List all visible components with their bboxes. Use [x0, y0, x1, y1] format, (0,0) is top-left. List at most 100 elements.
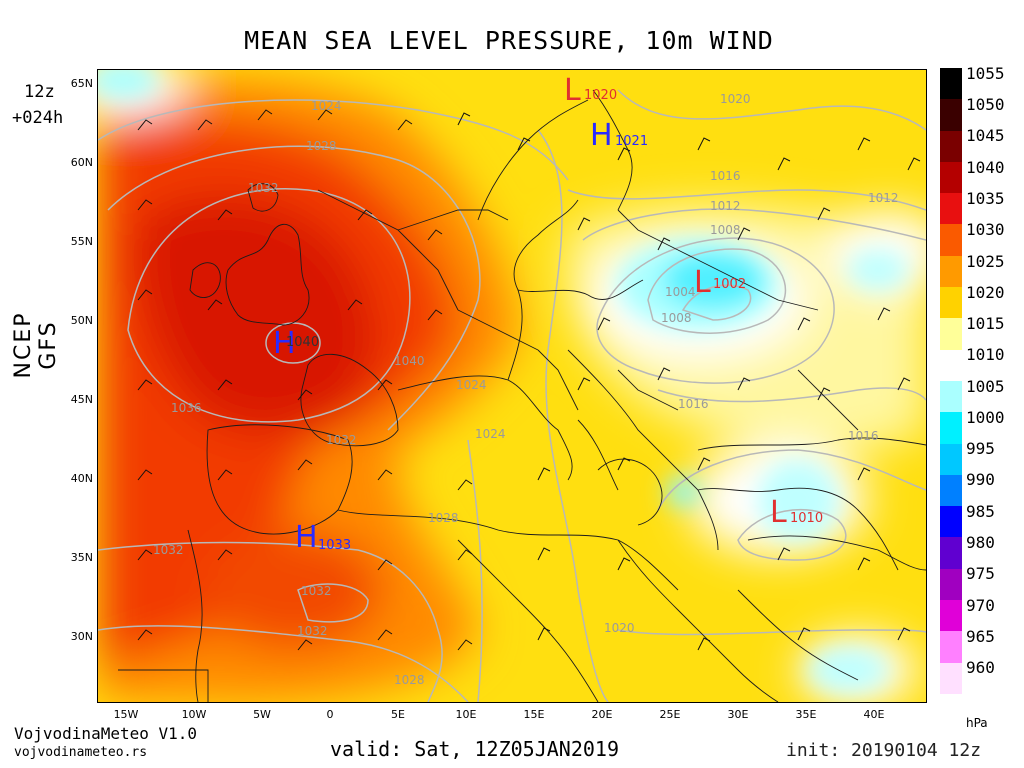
isobar-label: 1024 [456, 378, 487, 392]
colorbar-label: 965 [966, 627, 995, 646]
colorbar-label: 1010 [966, 345, 1005, 364]
lat-label: 40N [70, 472, 93, 485]
colorbar-swatch [940, 380, 962, 413]
valid-time: valid: Sat, 12Z05JAN2019 [330, 737, 619, 761]
lon-label: 20E [591, 708, 613, 721]
high-letter: H [273, 326, 296, 361]
isobar-label: 1032 [153, 543, 184, 557]
colorbar-swatch [940, 318, 962, 350]
isobar-label: 1032 [297, 624, 328, 638]
init-time: init: 20190104 12z [786, 740, 982, 761]
lon-label: 5W [253, 708, 271, 721]
lon-label: 25E [659, 708, 681, 721]
high-center: H 1040 [273, 326, 319, 361]
low-letter: L [770, 495, 787, 530]
high-value: 1040 [286, 335, 319, 350]
colorbar-label: 1050 [966, 95, 1005, 114]
isobar-label: 1028 [394, 673, 425, 687]
colorbar-label: 960 [966, 658, 995, 677]
isobar-label: 1032 [326, 433, 357, 447]
pressure-centers: H 1040 H 1033 H 1021 L 1020 L 1002 L 101… [273, 73, 823, 555]
isobar-label: 1036 [171, 401, 202, 415]
colorbar-swatch [940, 568, 962, 601]
low-letter: L [564, 73, 581, 108]
isobar-labels: 1024 1028 1032 1040 1036 1032 1032 1032 … [153, 92, 899, 687]
isobar-label: 1016 [848, 429, 879, 443]
colorbar-swatch [940, 631, 962, 663]
colorbar-swatch [940, 474, 962, 507]
lat-label: 30N [70, 630, 93, 643]
colorbar-swatch [940, 99, 962, 131]
colorbar-swatch [940, 287, 962, 319]
colorbar-swatch [940, 193, 962, 225]
colorbar-label: 1040 [966, 158, 1005, 177]
isobar-label: 1016 [678, 397, 709, 411]
colorbar-swatch [940, 255, 962, 288]
lon-label: 10E [455, 708, 477, 721]
map-title: MEAN SEA LEVEL PRESSURE, 10m WIND [244, 26, 774, 55]
unit-label: hPa [966, 716, 988, 730]
low-value: 1002 [713, 277, 746, 292]
colorbar-swatch [940, 600, 962, 632]
colorbar-label: 990 [966, 470, 995, 489]
isobar-label: 1004 [665, 285, 696, 299]
isobar-label: 1008 [661, 311, 692, 325]
colorbar-label: 985 [966, 502, 995, 521]
isobar-label: 1024 [475, 427, 506, 441]
pressure-map[interactable]: 1024 1028 1032 1040 1036 1032 1032 1032 … [97, 69, 927, 703]
lon-label: 35E [795, 708, 817, 721]
colorbar-label: 980 [966, 533, 995, 552]
lat-label: 35N [70, 551, 93, 564]
low-center: L 1010 [770, 495, 823, 530]
colorbar-label: 1035 [966, 189, 1005, 208]
run-hour-label: 12z [24, 82, 55, 102]
lon-label: 0 [326, 708, 334, 721]
colorbar-swatch [940, 68, 962, 100]
wind-barbs [137, 109, 921, 651]
lat-label: 65N [70, 77, 93, 90]
brand-url[interactable]: vojvodinameteo.rs [14, 745, 148, 760]
isobar-label: 1012 [710, 199, 741, 213]
colorbar-label: 1045 [966, 126, 1005, 145]
colorbar-label: 995 [966, 439, 995, 458]
brand-name: VojvodinaMeteo V1.0 [14, 724, 198, 743]
isobar-label: 1012 [868, 191, 899, 205]
colorbar-swatch [940, 443, 962, 475]
colorbar-swatch [940, 349, 962, 381]
forecast-hour-label: +024h [12, 108, 64, 128]
colorbar-swatch [940, 161, 962, 194]
colorbar-label: 970 [966, 596, 995, 615]
high-letter: H [590, 118, 613, 153]
isobar-label: 1020 [720, 92, 751, 106]
isobar-label: 1032 [301, 584, 332, 598]
high-letter: H [295, 520, 318, 555]
colorbar-label: 1025 [966, 252, 1005, 271]
colorbar-swatch [940, 662, 962, 694]
low-value: 1020 [584, 88, 617, 103]
lat-label: 45N [70, 393, 93, 406]
colorbar-label: 975 [966, 564, 995, 583]
model-label: NCEP GFS [11, 311, 61, 379]
colorbar-swatch [940, 412, 962, 444]
low-value: 1010 [790, 511, 823, 526]
colorbar-swatch [940, 130, 962, 162]
lat-label: 60N [70, 156, 93, 169]
lat-label: 55N [70, 235, 93, 248]
isobar-label: 1032 [248, 181, 279, 195]
coastlines [118, 89, 926, 702]
low-center: L 1020 [564, 73, 617, 108]
colorbar-label: 1020 [966, 283, 1005, 302]
lat-label: 50N [70, 314, 93, 327]
high-center: H 1033 [295, 520, 351, 555]
high-value: 1021 [615, 134, 648, 149]
pressure-colorbar [940, 68, 962, 694]
colorbar-label: 1000 [966, 408, 1005, 427]
isobar-label: 1016 [710, 169, 741, 183]
lon-label: 40E [863, 708, 885, 721]
lon-label: 30E [727, 708, 749, 721]
low-letter: L [694, 265, 711, 300]
colorbar-swatch [940, 537, 962, 569]
lon-label: 10W [181, 708, 207, 721]
isobar-label: 1008 [710, 223, 741, 237]
colorbar-swatch [940, 506, 962, 538]
